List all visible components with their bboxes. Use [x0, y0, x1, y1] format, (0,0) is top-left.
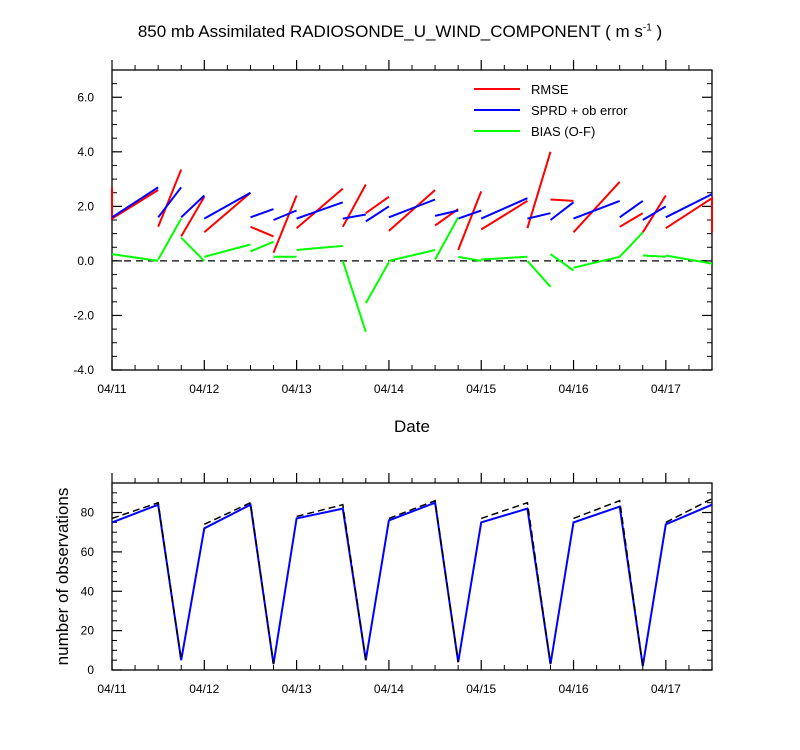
- chart-title-unit-exponent: -1: [642, 22, 652, 34]
- series-line-bias-o-f: [434, 216, 460, 260]
- chart-title: 850 mb Assimilated RADIOSONDE_U_WIND_COM…: [0, 22, 800, 42]
- series-line-sprd-ob-error: [203, 191, 251, 220]
- y-tick-label: -2.0: [73, 308, 94, 322]
- series-line-sprd-ob-error: [250, 208, 274, 219]
- series-line-sprd-ob-error: [157, 186, 182, 218]
- series-line-sprd-ob-error: [573, 199, 621, 220]
- x-tick-label: 04/16: [559, 382, 589, 396]
- x-tick-label: 04/17: [651, 682, 681, 696]
- series-line-rmse: [480, 200, 528, 231]
- series-line-bias-o-f: [549, 253, 575, 272]
- series-line-sprd-ob-error: [388, 198, 436, 219]
- x-axis-label: Date: [394, 417, 430, 436]
- series-line-rmse: [250, 225, 274, 238]
- top-plot-area: 04/11 04/12 04/13 04/14 04/15 04/16 04/17 -4.0 -…: [73, 60, 713, 436]
- y-tick-label: 0: [87, 663, 94, 677]
- series-line-bias-o-f: [458, 255, 482, 262]
- x-tick-label: 04/11: [97, 682, 126, 696]
- series-line-sprd-ob-error: [180, 194, 205, 219]
- x-tick-label: 04/16: [559, 682, 589, 696]
- legend-label: BIAS (O-F): [531, 124, 595, 139]
- x-tick-label: 04/13: [282, 382, 312, 396]
- series-line-rmse: [157, 169, 183, 228]
- series-line-rmse: [341, 184, 367, 228]
- series-line-rmse: [111, 187, 159, 221]
- series-line-rmse: [272, 195, 298, 254]
- series-line-bias-o-f: [341, 260, 367, 333]
- series-line-bias-o-f: [618, 231, 644, 258]
- series-line-dashed-black: [203, 501, 275, 665]
- chart-title-end: ): [651, 22, 663, 41]
- series-line-sprd-ob-error: [642, 205, 667, 221]
- series-line-bias-o-f: [157, 218, 183, 260]
- x-tick-label: 04/15: [466, 382, 496, 396]
- chart-title-text: 850 mb Assimilated RADIOSONDE_U_WIND_COM…: [137, 22, 643, 41]
- series-line-dashed-black: [111, 501, 182, 661]
- x-tick-label: 04/15: [466, 682, 496, 696]
- series-line-sprd-ob-error: [434, 209, 459, 217]
- series-line-rmse: [526, 151, 552, 229]
- series-line-dashed-black: [573, 499, 644, 667]
- series-line-bias-o-f: [364, 261, 390, 304]
- series-line-sprd-ob-error: [619, 200, 644, 219]
- series-line-bias-o-f: [204, 243, 251, 258]
- x-tick-label: 04/12: [189, 382, 219, 396]
- y-tick-label: -4.0: [73, 363, 94, 377]
- x-tick-label: 04/17: [651, 382, 681, 396]
- series-line-rmse: [619, 212, 644, 228]
- series-line-bias-o-f: [642, 254, 666, 258]
- series-line-bias-o-f: [296, 244, 343, 251]
- series-line-rmse: [295, 187, 344, 229]
- y-tick-label: 0.0: [77, 254, 94, 268]
- series-line-rmse: [388, 189, 436, 232]
- series-line-rmse: [572, 181, 621, 233]
- series-line-sprd-ob-error: [665, 193, 713, 219]
- y-tick-label: 4.0: [77, 145, 94, 159]
- series-line-bias-o-f: [250, 240, 274, 253]
- series-line-bias-o-f: [481, 255, 528, 261]
- series-line-sprd-ob-error: [457, 209, 482, 220]
- series-line-rmse: [457, 191, 483, 251]
- series-line-bias-o-f: [180, 236, 206, 262]
- y-tick-label: 20: [81, 624, 95, 638]
- series-line-dashed-black: [480, 501, 552, 665]
- series-line-sprd-ob-error: [549, 201, 575, 221]
- series-line-sprd-ob-error: [365, 205, 390, 223]
- series-line-dashed-black: [296, 503, 367, 661]
- x-tick-label: 04/14: [374, 682, 404, 696]
- series-line-sprd-ob-error: [111, 186, 159, 219]
- y-tick-label: 6.0: [77, 90, 94, 104]
- series-line-rmse: [180, 196, 206, 237]
- x-tick-label: 04/14: [374, 382, 404, 396]
- series-line-rmse: [665, 196, 713, 233]
- legend-label: SPRD + ob error: [531, 103, 628, 118]
- legend-label: RMSE: [531, 82, 569, 97]
- series-line-bias-o-f: [111, 253, 159, 262]
- y-tick-label: 80: [81, 506, 95, 520]
- series-line-bias-o-f: [526, 260, 552, 288]
- series-line-sprd-ob-error: [527, 212, 551, 220]
- series-line-bias-o-f: [665, 254, 713, 265]
- series-line-sprd-ob-error: [273, 209, 297, 221]
- series-line-sprd-ob-error: [480, 197, 528, 220]
- series-line-bias-o-f: [573, 255, 620, 269]
- y-tick-label: 2.0: [77, 199, 94, 213]
- series-line-dashed-black: [388, 499, 459, 663]
- series-line-solid-blue: [111, 501, 713, 667]
- x-tick-label: 04/13: [282, 682, 312, 696]
- x-tick-label: 04/12: [189, 682, 219, 696]
- series-line-rmse: [203, 191, 252, 234]
- series-line-dashed-black: [665, 498, 713, 524]
- y-tick-label: 40: [81, 584, 95, 598]
- x-tick-label: 04/11: [97, 382, 126, 396]
- series-line-bias-o-f: [388, 249, 436, 262]
- series-line-sprd-ob-error: [296, 201, 344, 220]
- series-line-sprd-ob-error: [342, 213, 366, 220]
- y-tick-label: 60: [81, 545, 95, 559]
- series-line-rmse: [550, 198, 574, 202]
- y-axis-label: number of observations: [53, 488, 72, 666]
- bottom-plot-area: 04/11 04/12 04/13 04/14 04/15 04/16 04/17 0 20 40…: [53, 473, 713, 696]
- series-line-rmse: [365, 195, 390, 215]
